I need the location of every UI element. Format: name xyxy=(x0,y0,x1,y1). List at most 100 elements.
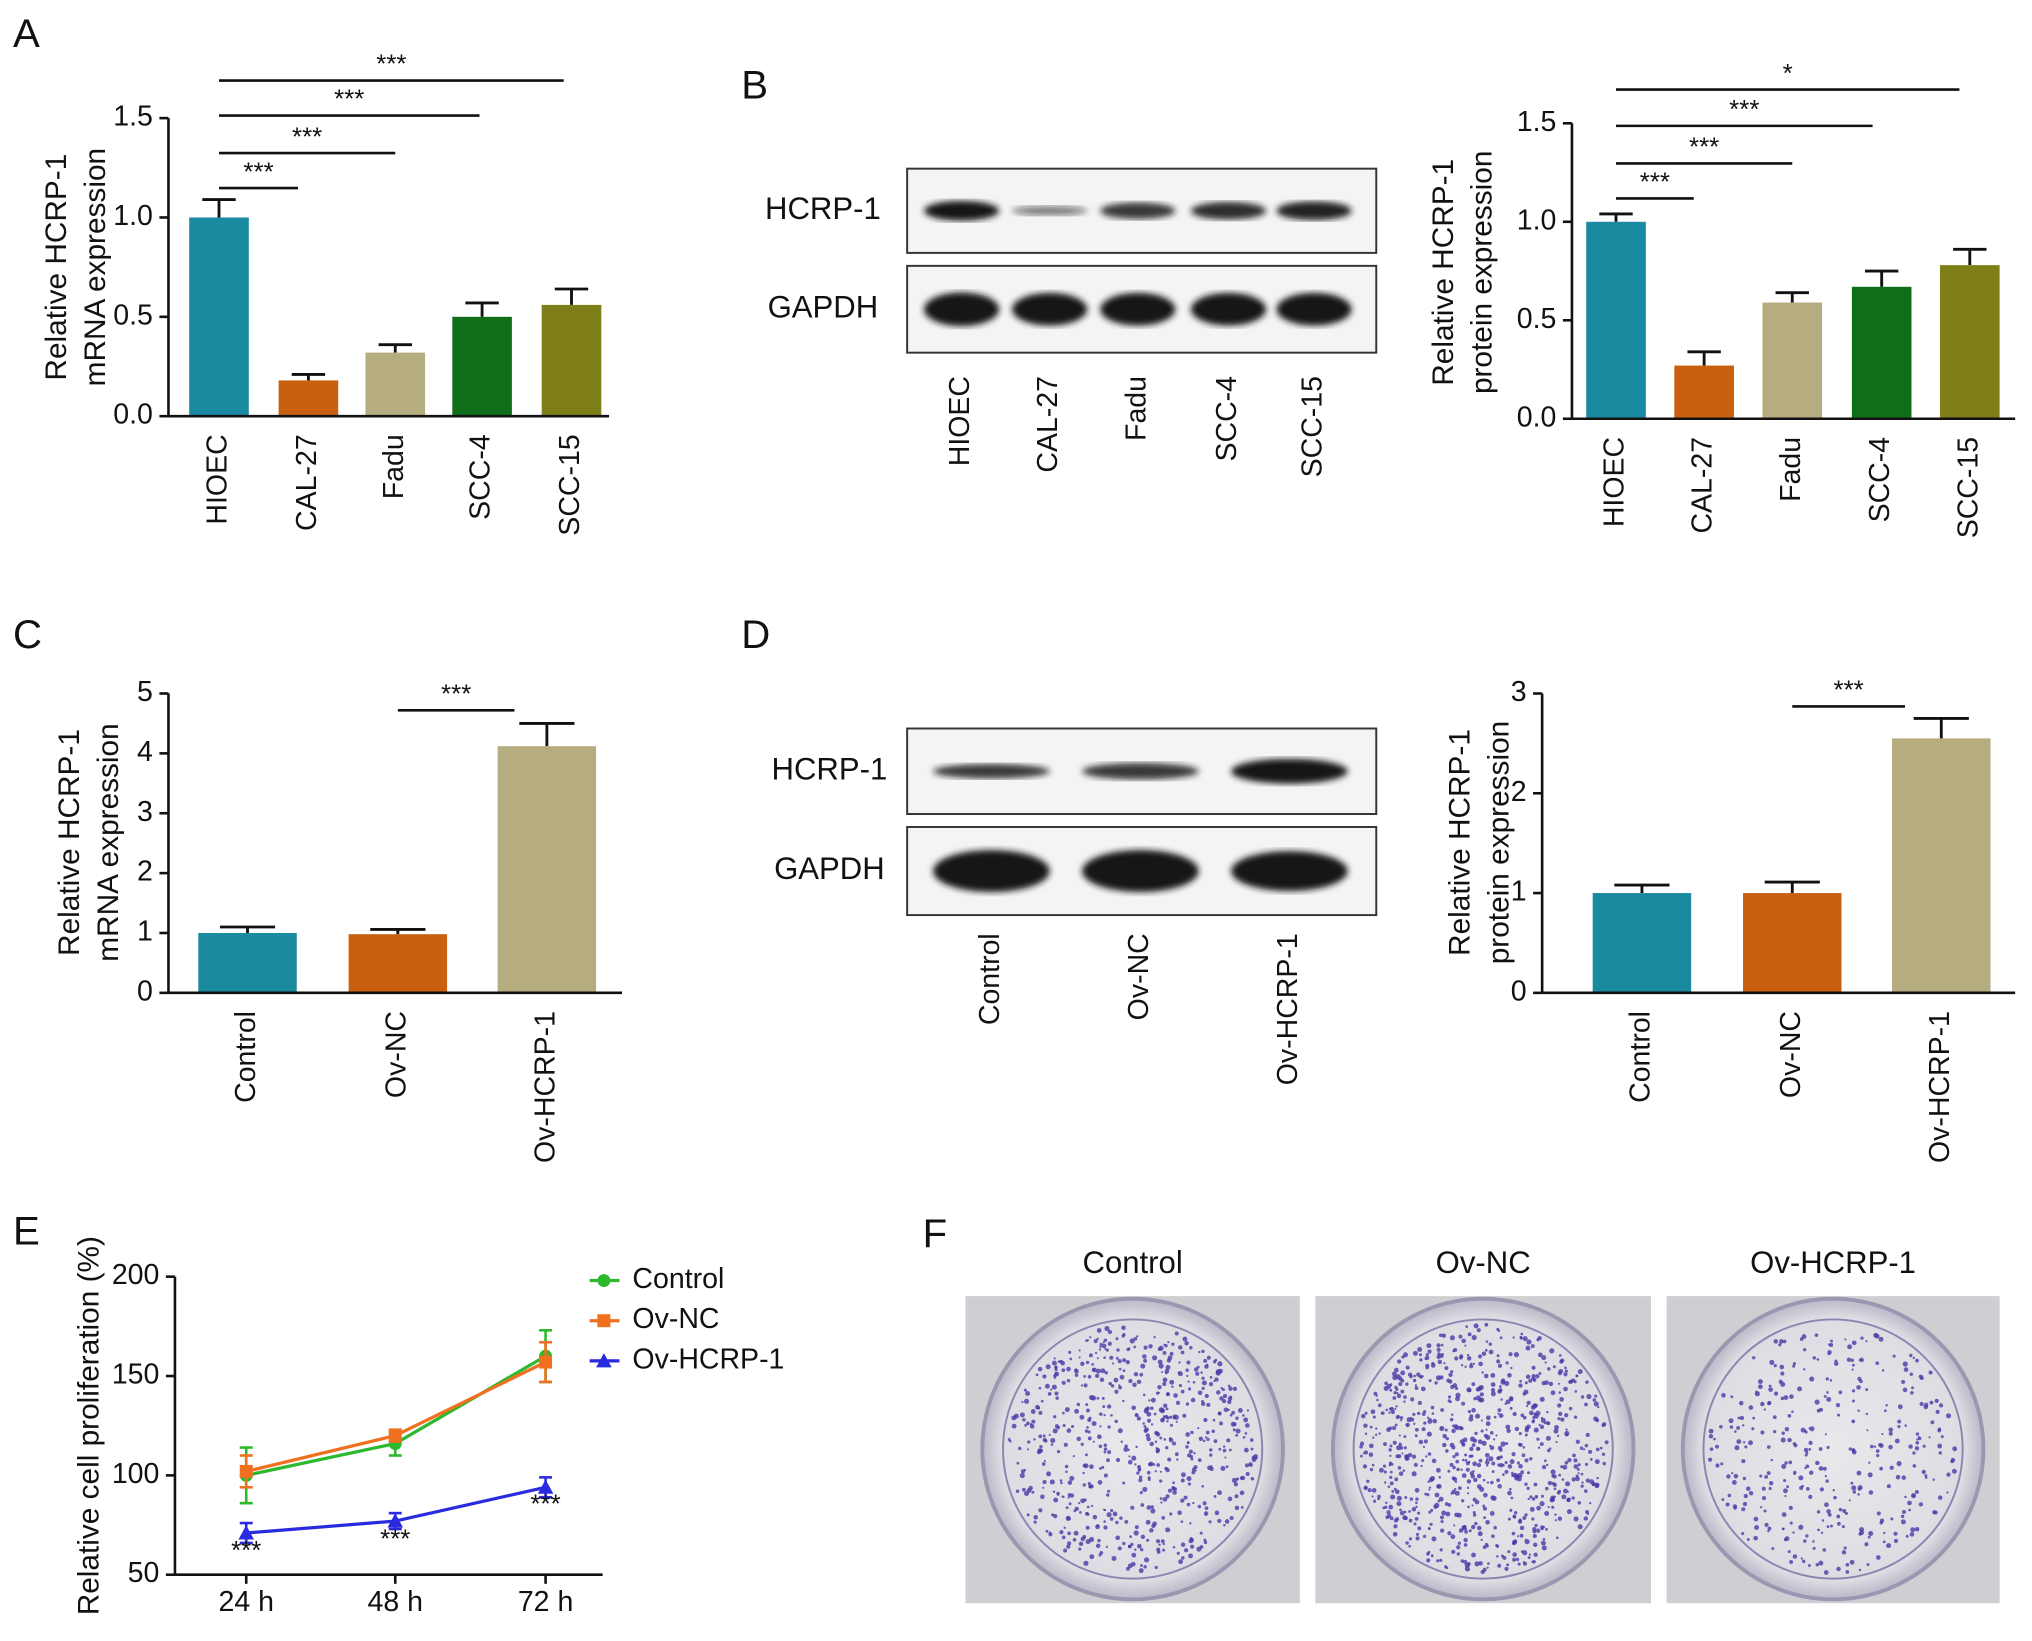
colony xyxy=(1542,1525,1545,1529)
colony xyxy=(1240,1475,1246,1481)
colony xyxy=(1074,1408,1080,1414)
colony xyxy=(1382,1464,1387,1468)
colony xyxy=(1596,1476,1599,1480)
colony xyxy=(1454,1425,1460,1431)
colony xyxy=(1432,1418,1438,1424)
colony xyxy=(1411,1454,1417,1459)
colony xyxy=(1176,1458,1179,1461)
colony xyxy=(1528,1553,1531,1556)
colony xyxy=(1066,1428,1072,1433)
colony xyxy=(1431,1412,1435,1415)
colony xyxy=(1065,1515,1071,1521)
colony xyxy=(1465,1325,1469,1328)
colony xyxy=(1829,1524,1833,1528)
colony xyxy=(1451,1549,1456,1554)
colony xyxy=(1403,1435,1407,1438)
colony xyxy=(1158,1363,1164,1369)
colony xyxy=(1865,1388,1869,1392)
colony xyxy=(1102,1341,1105,1344)
colony xyxy=(1910,1391,1914,1395)
colony xyxy=(1436,1343,1441,1348)
colony xyxy=(1708,1428,1714,1434)
colony xyxy=(1407,1372,1413,1377)
colony xyxy=(1519,1533,1524,1538)
colony xyxy=(1480,1538,1483,1541)
colony xyxy=(1019,1473,1025,1479)
colony xyxy=(1517,1472,1523,1478)
colony xyxy=(1428,1510,1432,1514)
colony xyxy=(1476,1484,1482,1489)
colony xyxy=(1188,1449,1193,1454)
colony xyxy=(1413,1462,1418,1467)
colony xyxy=(1426,1343,1432,1349)
colony xyxy=(1809,1470,1814,1475)
colony xyxy=(1064,1407,1070,1413)
blot-row-label: HCRP-1 xyxy=(772,751,888,786)
colony xyxy=(1041,1462,1046,1466)
x-tick-label: CAL-27 xyxy=(291,434,323,531)
colony xyxy=(1472,1461,1478,1467)
colony xyxy=(1065,1506,1069,1510)
colony xyxy=(1467,1492,1470,1495)
colony xyxy=(1162,1496,1168,1502)
colony xyxy=(1359,1444,1363,1449)
colony xyxy=(1463,1537,1468,1543)
colony xyxy=(1924,1402,1929,1407)
colony xyxy=(1377,1494,1381,1499)
colony xyxy=(1458,1528,1464,1533)
colony xyxy=(1155,1539,1161,1544)
colony xyxy=(1588,1449,1593,1454)
colony xyxy=(1066,1378,1071,1383)
colony xyxy=(1531,1517,1535,1521)
colony xyxy=(1061,1495,1064,1498)
colony xyxy=(1858,1532,1862,1536)
colony xyxy=(1591,1483,1595,1487)
colony xyxy=(1506,1563,1510,1567)
colony xyxy=(1938,1403,1944,1408)
colony xyxy=(1921,1469,1926,1475)
colony xyxy=(1205,1363,1209,1367)
y-axis-label: protein expression xyxy=(1483,721,1516,964)
colony xyxy=(1901,1509,1907,1515)
colony xyxy=(1073,1509,1077,1513)
colony xyxy=(1489,1511,1495,1516)
colony xyxy=(1096,1396,1100,1400)
colony xyxy=(1419,1353,1423,1357)
colony xyxy=(1192,1381,1196,1384)
colony xyxy=(1187,1482,1192,1486)
colony xyxy=(1125,1360,1130,1365)
colony xyxy=(1538,1423,1541,1427)
colony xyxy=(1584,1462,1589,1466)
colony xyxy=(1528,1410,1534,1416)
colony xyxy=(1024,1398,1030,1404)
colony xyxy=(1721,1393,1726,1398)
colony xyxy=(1928,1436,1931,1439)
colony xyxy=(1842,1508,1847,1514)
colony xyxy=(1456,1545,1461,1550)
colony xyxy=(1091,1421,1097,1427)
x-tick-label: 24 h xyxy=(218,1586,273,1618)
colony xyxy=(1583,1516,1589,1521)
colony xyxy=(1742,1441,1746,1444)
colony xyxy=(1904,1495,1907,1499)
colony xyxy=(1518,1463,1523,1469)
colony xyxy=(1751,1427,1755,1431)
colony xyxy=(1566,1490,1570,1493)
colony xyxy=(1099,1342,1103,1346)
colony xyxy=(1105,1348,1109,1352)
colony xyxy=(1142,1354,1147,1359)
colony xyxy=(1405,1382,1409,1386)
colony xyxy=(1846,1357,1851,1362)
colony xyxy=(1180,1350,1185,1355)
colony xyxy=(1424,1492,1428,1496)
colony xyxy=(1078,1541,1084,1546)
colony xyxy=(1453,1487,1457,1491)
colony xyxy=(1386,1510,1391,1515)
colony xyxy=(1222,1394,1228,1399)
colony xyxy=(1243,1447,1249,1453)
colony xyxy=(1234,1505,1240,1511)
colony xyxy=(1374,1433,1378,1437)
colony xyxy=(1045,1529,1049,1533)
colony xyxy=(1952,1446,1958,1452)
colony xyxy=(1242,1414,1245,1417)
